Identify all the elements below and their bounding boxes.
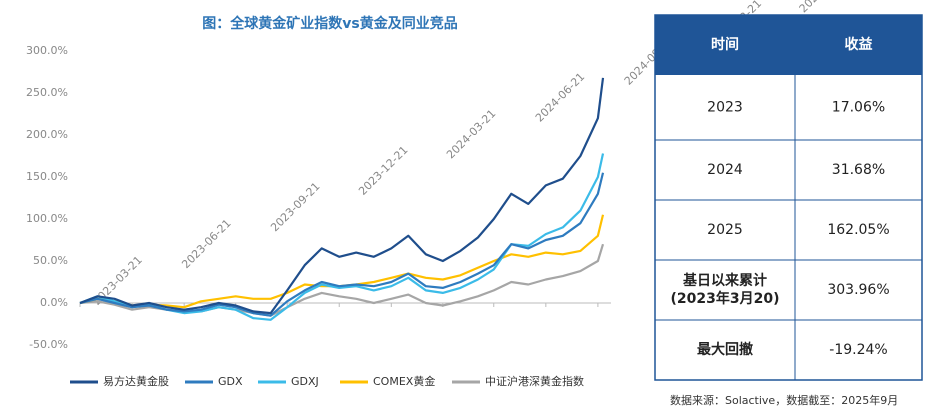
table-header-cell: 时间 [711, 36, 739, 53]
source-note: 数据来源：Solactive，数据截至：2025年9月 [670, 393, 898, 407]
table-border [654, 14, 923, 381]
table-cell: (2023年3月20) [671, 290, 780, 307]
y-tick-label: 100.0% [26, 212, 68, 225]
chart-title: 图：全球黄金矿业指数vs黄金及同业竞品 [202, 15, 457, 32]
table-cell: 303.96% [827, 282, 889, 298]
y-tick-label: 300.0% [26, 44, 68, 57]
table-header-bg [655, 15, 922, 75]
y-tick-label: 0.0% [40, 296, 68, 309]
y-tick-label: 150.0% [26, 170, 68, 183]
series-line [79, 77, 605, 315]
legend-label: GDXJ [291, 375, 319, 388]
table-cell: 2025 [707, 222, 743, 238]
table-cell: 2023 [707, 100, 743, 116]
table-cell: 31.68% [832, 162, 885, 178]
table-cell: 基日以来累计 [683, 272, 767, 289]
table-cell: 2024 [707, 162, 743, 178]
y-tick-label: 250.0% [26, 86, 68, 99]
y-tick-label: 200.0% [26, 128, 68, 141]
table-header-cell: 收益 [845, 36, 873, 53]
y-tick-label: 50.0% [33, 254, 68, 267]
x-tick-label: 2024-06-21 [533, 70, 587, 124]
series-line [79, 172, 605, 317]
x-tick-label: 2025-03-21 [797, 0, 851, 15]
legend-label: 中证沪港深黄金指数 [485, 374, 584, 388]
legend-label: GDX [218, 375, 243, 388]
series-line [79, 214, 605, 309]
table-cell: 最大回撤 [697, 341, 753, 358]
y-tick-label: -50.0% [29, 338, 68, 351]
x-tick-label: 2024-03-21 [444, 107, 498, 161]
x-tick-label: 2023-06-21 [179, 217, 233, 271]
table-cell: 17.06% [832, 100, 885, 116]
series-line [79, 153, 605, 321]
x-tick-label: 2023-09-21 [268, 180, 322, 234]
table-cell: -19.24% [829, 342, 887, 358]
legend-label: 易方达黄金股 [103, 374, 169, 388]
x-tick-label: 2023-12-21 [356, 143, 410, 197]
table-cell: 162.05% [827, 222, 889, 238]
legend-label: COMEX黄金 [373, 374, 435, 388]
